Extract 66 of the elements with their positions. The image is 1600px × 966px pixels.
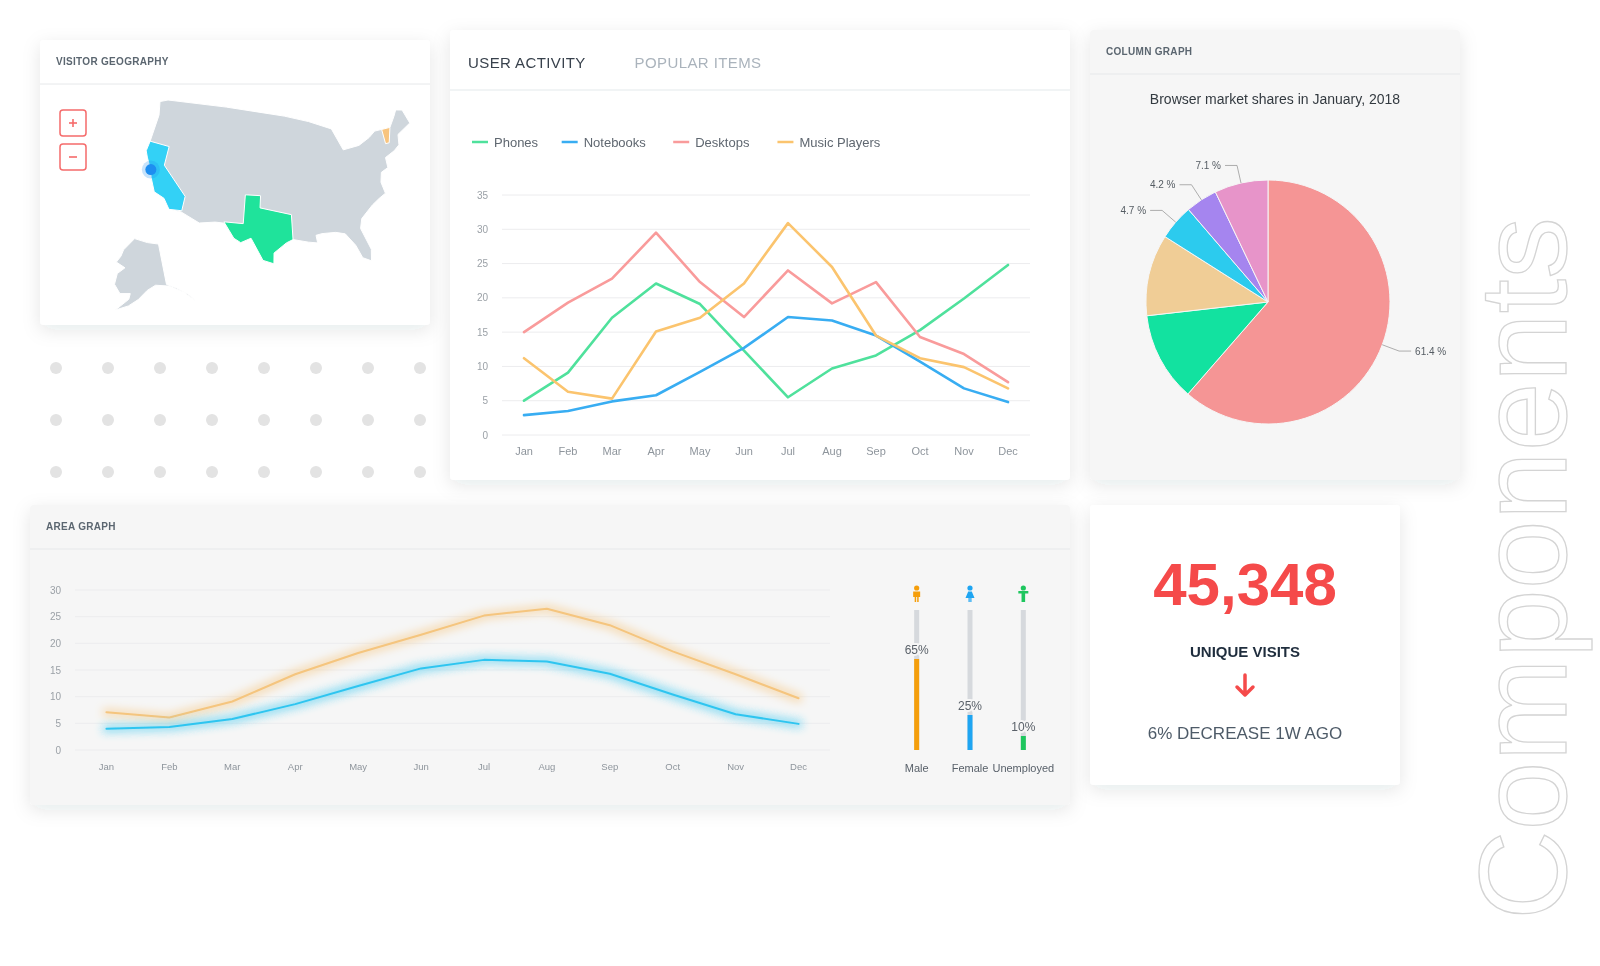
line-series (105, 607, 800, 719)
y-tick-label: 5 (482, 395, 489, 407)
x-tick-label: Unemployed (992, 762, 1055, 774)
x-tick-label: Nov (954, 445, 975, 457)
y-tick-label: 0 (55, 744, 62, 756)
chart-subtitle: Browser market shares in January, 2018 (1149, 91, 1401, 107)
line-series (522, 263, 1010, 403)
legend-label: Notebooks (583, 134, 647, 150)
x-tick-label: Feb (558, 445, 578, 457)
y-tick-label: 0 (482, 429, 489, 441)
y-tick-label: 15 (49, 664, 62, 676)
y-tick-label: 25 (476, 258, 489, 270)
data-label: 25% (957, 699, 983, 713)
x-tick-label: Nov (727, 761, 745, 772)
x-tick-label: Female (951, 762, 989, 774)
line-series (105, 658, 800, 730)
y-tick-label: 5 (55, 717, 62, 729)
text: POPULAR ITEMS (634, 54, 762, 71)
x-tick-label: Aug (822, 445, 842, 457)
x-tick-label: Mar (602, 445, 622, 457)
x-tick-label: Apr (647, 445, 665, 457)
x-tick-label: Dec (998, 445, 1019, 457)
data-label: 10% (1011, 720, 1036, 734)
y-tick-label: 15 (476, 326, 489, 338)
chart-title: COLUMN GRAPH (1106, 46, 1193, 57)
text: VISITOR GEOGRAPHY (56, 56, 169, 67)
x-tick-label: May (689, 445, 711, 457)
x-tick-label: Jul (780, 445, 796, 457)
y-tick-label: 10 (476, 360, 489, 372)
data-label: 4.2 % (1149, 179, 1176, 191)
y-tick-label: 20 (49, 637, 62, 649)
x-tick-label: Jan (98, 761, 115, 772)
x-tick-label: Jul (477, 761, 491, 772)
text: 45,348 (1153, 551, 1337, 618)
x-tick-label: May (349, 761, 368, 772)
y-tick-label: 30 (476, 223, 489, 235)
x-tick-label: Dec (790, 761, 808, 772)
line-series (522, 315, 1010, 417)
x-tick-label: Apr (287, 761, 303, 772)
x-tick-label: Jun (735, 445, 753, 457)
x-tick-label: Aug (538, 761, 556, 772)
x-tick-label: Oct (911, 445, 929, 457)
x-tick-label: Mar (224, 761, 241, 772)
data-label: 65% (904, 643, 929, 657)
chart-title: AREA GRAPH (46, 521, 116, 532)
x-tick-label: Jan (515, 445, 533, 457)
chart-title: USER ACTIVITY (468, 54, 586, 71)
y-tick-label: 25 (49, 611, 62, 623)
x-tick-label: Feb (161, 761, 178, 772)
data-label: 4.7 % (1120, 204, 1147, 216)
data-label: 7.1 % (1195, 159, 1222, 171)
y-tick-label: 35 (476, 189, 489, 201)
y-tick-label: 10 (49, 691, 62, 703)
x-tick-label: Sep (866, 445, 886, 457)
x-tick-label: Jun (413, 761, 429, 772)
legend-label: Desktops (695, 134, 750, 150)
legend-label: Music Players (799, 134, 881, 150)
legend-label: Phones (494, 134, 539, 150)
x-tick-label: Male (904, 762, 929, 774)
x-tick-label: Oct (665, 761, 681, 772)
data-label: 61.4 % (1415, 345, 1447, 357)
text: 6% DECREASE 1W AGO (1147, 724, 1343, 743)
y-tick-label: 30 (49, 584, 62, 596)
text: UNIQUE VISITS (1189, 643, 1301, 660)
x-tick-label: Sep (601, 761, 619, 772)
y-tick-label: 20 (476, 292, 489, 304)
